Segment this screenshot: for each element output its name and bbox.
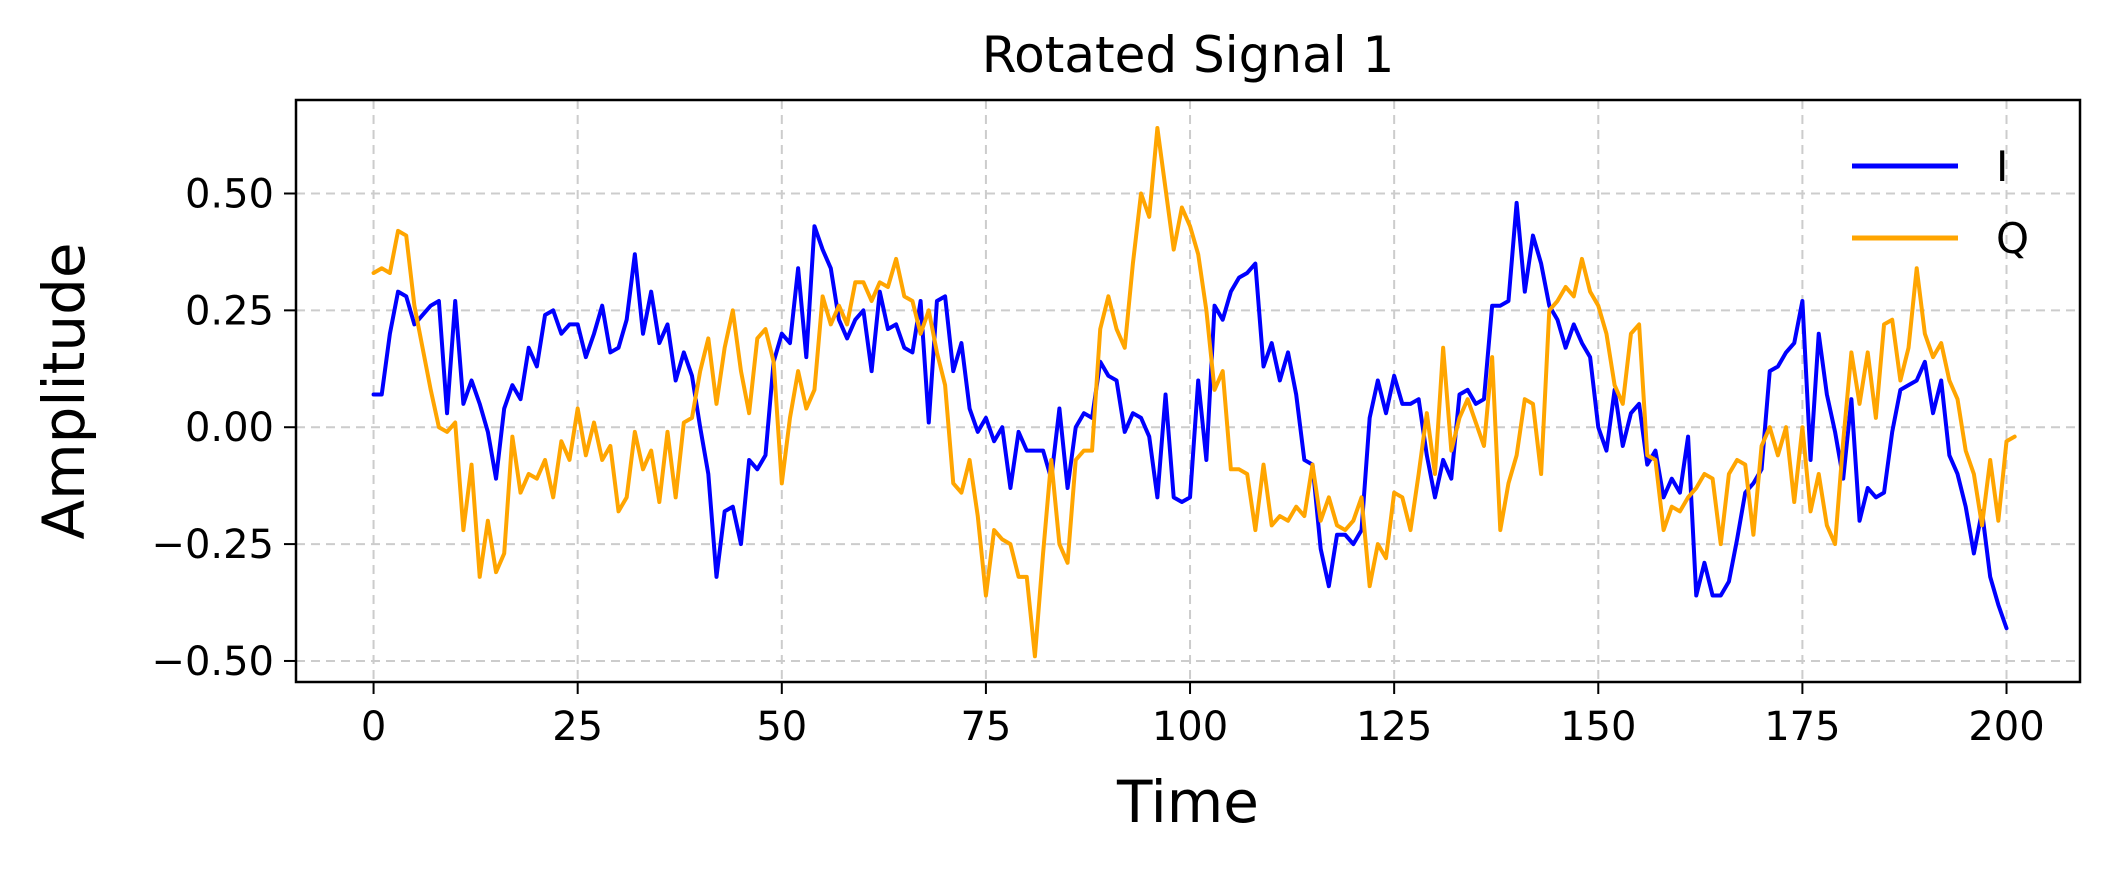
legend-label: Q — [1996, 214, 2029, 263]
series-line-i — [371, 200, 2009, 631]
x-axis-ticks: 0 25 50 75 100 125 150 175 200 — [361, 682, 2045, 750]
y-tick-label: −0.50 — [151, 639, 274, 685]
y-tick-label: 0.00 — [185, 405, 274, 451]
series-layer — [371, 126, 2017, 659]
y-axis-ticks: 0.50 0.25 0.00 −0.25 −0.50 — [151, 171, 296, 685]
y-tick-label: 0.50 — [185, 171, 274, 217]
x-tick-label: 175 — [1764, 704, 1840, 750]
x-tick-label: 200 — [1968, 704, 2044, 750]
legend-item-q: Q — [1852, 214, 2029, 263]
chart-title: Rotated Signal 1 — [982, 26, 1395, 84]
x-tick-label: 100 — [1152, 704, 1228, 750]
y-tick-label: 0.25 — [185, 288, 274, 334]
x-tick-label: 50 — [756, 704, 807, 750]
grid — [296, 100, 2080, 682]
y-axis-label: Amplitude — [30, 242, 98, 539]
legend: IQ — [1852, 142, 2029, 263]
series-line-q — [371, 126, 2017, 659]
y-tick-label: −0.25 — [151, 522, 274, 568]
x-tick-label: 25 — [552, 704, 603, 750]
x-tick-label: 125 — [1356, 704, 1432, 750]
legend-item-i: I — [1852, 142, 2008, 191]
x-tick-label: 75 — [960, 704, 1011, 750]
x-tick-label: 0 — [361, 704, 386, 750]
legend-label: I — [1996, 142, 2008, 191]
x-tick-label: 150 — [1560, 704, 1636, 750]
axes-frame — [294, 98, 2082, 684]
x-axis-label: Time — [1116, 768, 1259, 836]
